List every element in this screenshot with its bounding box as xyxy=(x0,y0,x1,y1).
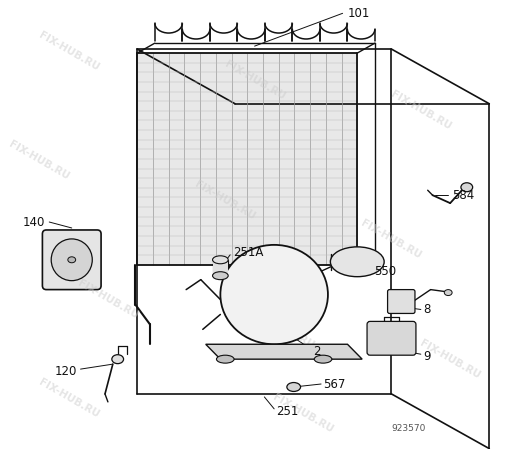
Text: 567: 567 xyxy=(323,378,345,391)
Text: 9: 9 xyxy=(423,350,430,363)
Text: 251A: 251A xyxy=(233,246,264,259)
Ellipse shape xyxy=(213,272,228,279)
FancyBboxPatch shape xyxy=(387,290,415,314)
Text: FIX-HUB.RU: FIX-HUB.RU xyxy=(252,308,316,351)
FancyBboxPatch shape xyxy=(43,230,101,290)
Text: FIX-HUB.RU: FIX-HUB.RU xyxy=(418,338,482,381)
Text: FIX-HUB.RU: FIX-HUB.RU xyxy=(271,392,335,435)
Text: FIX-HUB.RU: FIX-HUB.RU xyxy=(193,179,257,221)
Ellipse shape xyxy=(112,355,124,364)
Ellipse shape xyxy=(220,245,328,344)
Text: 923570: 923570 xyxy=(392,424,426,433)
Text: 8: 8 xyxy=(423,303,430,316)
Ellipse shape xyxy=(314,355,332,363)
Ellipse shape xyxy=(213,256,228,264)
Text: FIX-HUB.RU: FIX-HUB.RU xyxy=(37,30,101,72)
FancyBboxPatch shape xyxy=(367,321,416,355)
Text: FIX-HUB.RU: FIX-HUB.RU xyxy=(76,278,140,321)
Text: FIX-HUB.RU: FIX-HUB.RU xyxy=(37,378,101,420)
Text: 2: 2 xyxy=(313,345,321,358)
Text: FIX-HUB.RU: FIX-HUB.RU xyxy=(359,219,423,261)
Text: 140: 140 xyxy=(23,216,45,229)
Text: 550: 550 xyxy=(374,265,396,278)
Text: 101: 101 xyxy=(347,7,370,20)
Ellipse shape xyxy=(444,290,452,296)
Polygon shape xyxy=(206,344,362,359)
Ellipse shape xyxy=(330,247,384,277)
Text: FIX-HUB.RU: FIX-HUB.RU xyxy=(7,139,71,182)
Text: FIX-HUB.RU: FIX-HUB.RU xyxy=(389,90,453,132)
Text: FIX-HUB.RU: FIX-HUB.RU xyxy=(223,59,287,102)
Ellipse shape xyxy=(68,257,75,263)
Text: 120: 120 xyxy=(54,364,76,378)
Text: 251: 251 xyxy=(276,405,298,418)
Ellipse shape xyxy=(216,355,234,363)
Ellipse shape xyxy=(287,382,301,392)
Polygon shape xyxy=(137,53,357,265)
Text: 584: 584 xyxy=(452,189,474,202)
Ellipse shape xyxy=(51,239,92,281)
Bar xyxy=(213,260,228,276)
Ellipse shape xyxy=(461,183,473,192)
